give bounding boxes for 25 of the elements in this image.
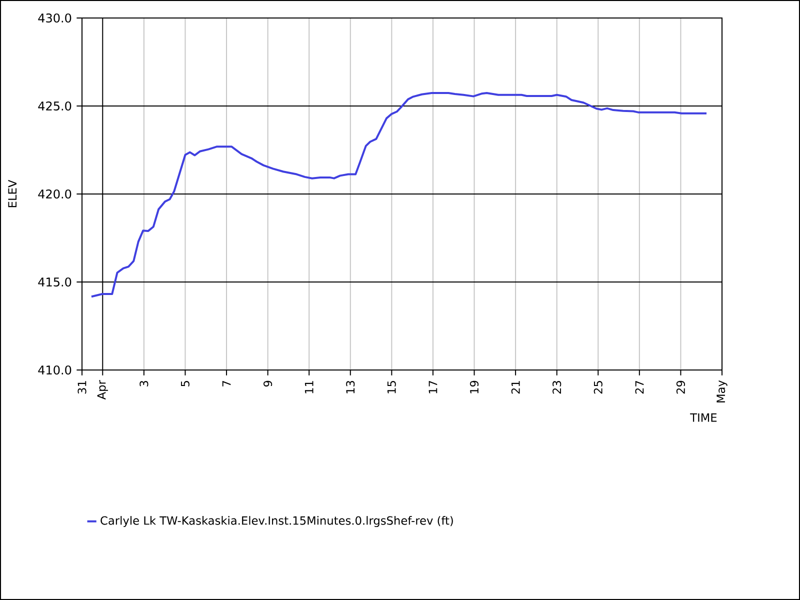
x-tick-label: 7 (222, 381, 231, 386)
x-tick-label: 25 (594, 381, 602, 394)
x-tick-label: 29 (676, 380, 686, 394)
x-tick-label: 13 (346, 380, 355, 394)
y-tick-label: 420.0 (38, 189, 72, 199)
y-tick-label: 430.0 (38, 13, 72, 23)
x-tick-label: May (716, 380, 728, 402)
y-tick-label: 410.0 (38, 365, 72, 375)
x-tick-label: 3 (140, 380, 148, 386)
x-tick-label: 17 (428, 381, 438, 394)
x-tick-label: 27 (635, 381, 644, 394)
x-tick-label: 11 (304, 381, 314, 394)
x-tick-label: 31 (78, 381, 86, 394)
x-tick-label: 23 (552, 380, 562, 394)
x-tick-label: 19 (470, 380, 479, 394)
x-tick-label: 5 (181, 381, 190, 386)
x-tick-label: Apr (97, 380, 108, 400)
y-axis-title: ELEV (8, 180, 16, 208)
y-tick-label: 415.0 (38, 277, 72, 287)
x-tick-label: 15 (387, 381, 396, 394)
legend-label: Carlyle Lk TW-Kaskaskia.Elev.Inst.15Minutes.0.lrgsShef-rev (ft) (100, 516, 453, 528)
y-tick-label: 425.0 (38, 101, 72, 111)
x-axis-title: TIME (690, 413, 717, 422)
x-tick-label: 21 (511, 381, 520, 394)
x-tick-label: 9 (264, 380, 272, 387)
